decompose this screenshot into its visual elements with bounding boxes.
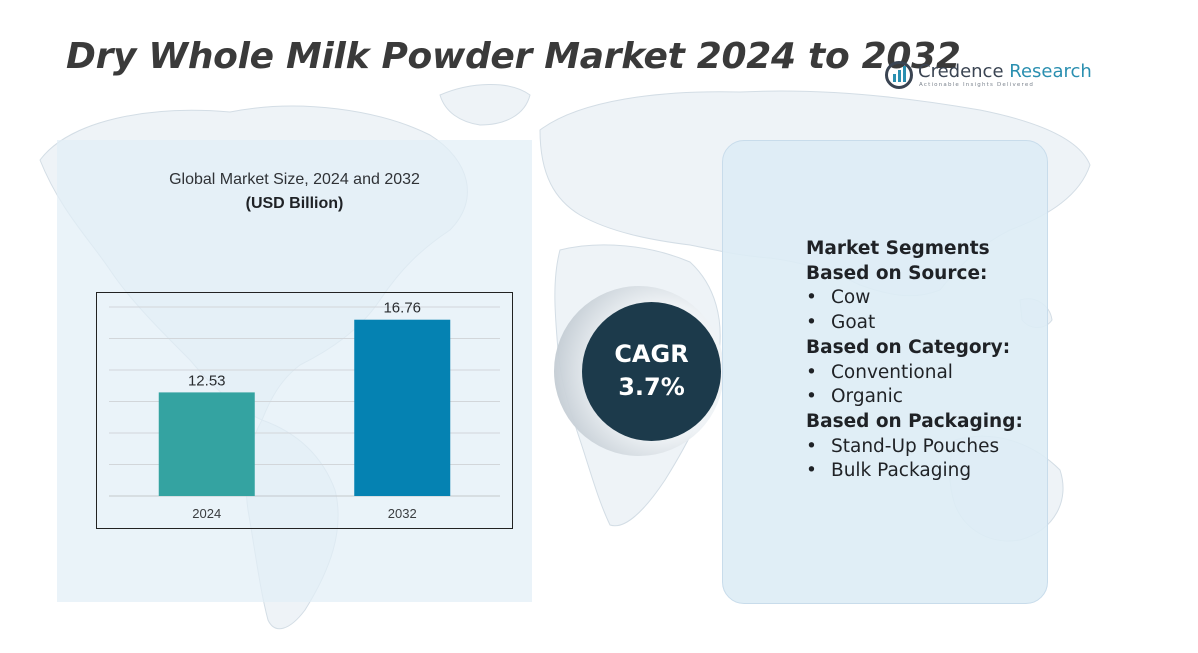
- bar-2032: [354, 319, 451, 496]
- segment-item-stand-up-pouches: Stand-Up Pouches: [806, 435, 1042, 460]
- bar-chart-frame: 12.53 2024 16.76 2032: [96, 292, 513, 529]
- brand-tagline: Actionable Insights Delivered: [919, 82, 1035, 88]
- segment-group-title-category: Based on Category:: [806, 336, 1011, 358]
- page-title: Dry Whole Milk Powder Market 2024 to 203…: [66, 36, 961, 77]
- credence-research-logo-icon: [885, 61, 913, 89]
- brand-name-part1: Credence: [918, 61, 1004, 82]
- chart-subtitle: Global Market Size, 2024 and 2032: [169, 171, 420, 188]
- chart-unit: (USD Billion): [245, 195, 344, 212]
- bar-value-label-2032: 16.76: [383, 300, 421, 317]
- bar-2024: [158, 392, 255, 496]
- x-tick-label-2032: 2032: [388, 506, 417, 521]
- segment-group-title-source: Based on Source:: [806, 262, 988, 284]
- segment-group-title-packaging: Based on Packaging:: [806, 410, 1023, 432]
- brand-name: Credence Research: [918, 61, 1092, 82]
- cagr-badge: CAGR 3.7%: [582, 302, 721, 441]
- segment-item-organic: Organic: [806, 385, 1042, 410]
- segments-heading: Market Segments: [806, 238, 990, 259]
- cagr-label: CAGR: [614, 340, 689, 368]
- chart-panel: Global Market Size, 2024 and 2032 (USD B…: [57, 140, 532, 602]
- brand-name-part2: Research: [1009, 61, 1092, 82]
- segment-item-cow: Cow: [806, 286, 1042, 311]
- x-tick-label-2024: 2024: [192, 506, 221, 521]
- bar-chart: 12.53 2024 16.76 2032: [109, 300, 500, 521]
- segment-item-conventional: Conventional: [806, 361, 1042, 386]
- segments-list: Market Segments Based on Source: Cow Goa…: [806, 237, 1042, 484]
- bar-value-label-2024: 12.53: [188, 372, 226, 389]
- cagr-value: 3.7%: [618, 373, 685, 401]
- segments-panel: Market Segments Based on Source: Cow Goa…: [722, 140, 1048, 604]
- segment-item-bulk-packaging: Bulk Packaging: [806, 459, 1042, 484]
- segment-item-goat: Goat: [806, 311, 1042, 336]
